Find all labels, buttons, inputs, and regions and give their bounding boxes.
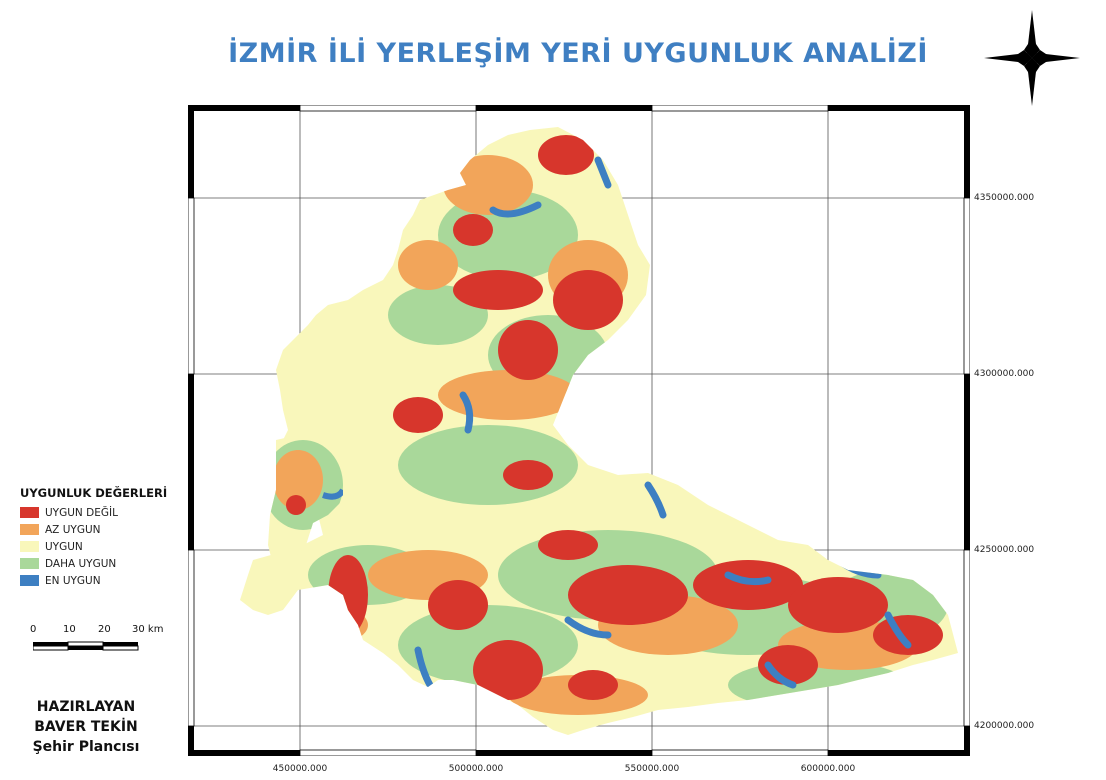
prepared-by-block: HAZIRLAYAN BAVER TEKİN Şehir Plancısı — [0, 697, 172, 757]
x-coordinate-label: 600000.000 — [800, 764, 856, 774]
legend-item: EN UYGUN — [20, 572, 190, 589]
x-coordinate-label: 550000.000 — [624, 764, 680, 774]
map-title: İZMİR İLİ YERLEŞİM YERİ UYGUNLUK ANALİZİ — [228, 38, 928, 69]
x-coordinate-label: 450000.000 — [272, 764, 328, 774]
scale-label: 10 — [63, 624, 76, 635]
legend-item: AZ UYGUN — [20, 521, 190, 538]
x-coordinate-label: 500000.000 — [448, 764, 504, 774]
y-coordinate-label: 4350000.000 — [974, 193, 1035, 203]
legend-swatch — [20, 541, 39, 552]
legend-swatch — [20, 524, 39, 535]
y-coordinate-label: 4200000.000 — [974, 721, 1035, 731]
legend-swatch — [20, 558, 39, 569]
author-title: Şehir Plancısı — [32, 739, 140, 755]
legend-item: UYGUN DEĞİL — [20, 504, 190, 521]
legend-item: UYGUN — [20, 538, 190, 555]
y-coordinate-label: 4250000.000 — [974, 545, 1035, 555]
frame-border — [188, 105, 970, 756]
author-name: BAVER TEKİN — [34, 719, 138, 735]
legend-title: UYGUNLUK DEĞERLERİ — [20, 486, 168, 500]
scale-bar: 0 10 20 30 km — [28, 624, 178, 664]
western-peninsula-raster — [268, 435, 343, 565]
legend-label: UYGUN — [45, 540, 83, 553]
prepared-by-heading: HAZIRLAYAN — [36, 699, 136, 715]
legend-swatch — [20, 507, 39, 518]
compass-star-icon — [984, 10, 1080, 106]
legend-item: DAHA UYGUN — [20, 555, 190, 572]
scale-label: 0 — [30, 624, 37, 635]
scale-label: 20 — [98, 624, 111, 635]
legend-label: EN UYGUN — [45, 574, 101, 587]
y-coordinate-label: 4300000.000 — [974, 369, 1035, 379]
scale-bar-graphic — [33, 641, 139, 651]
legend-label: DAHA UYGUN — [45, 557, 117, 570]
legend-swatch — [20, 575, 39, 586]
scale-label: 30 km — [132, 624, 164, 635]
legend-label: UYGUN DEĞİL — [45, 506, 118, 519]
legend: UYGUNLUK DEĞERLERİ UYGUN DEĞİL AZ UYGUN … — [20, 486, 190, 589]
legend-label: AZ UYGUN — [45, 523, 101, 536]
map-frame[interactable] — [188, 105, 970, 756]
